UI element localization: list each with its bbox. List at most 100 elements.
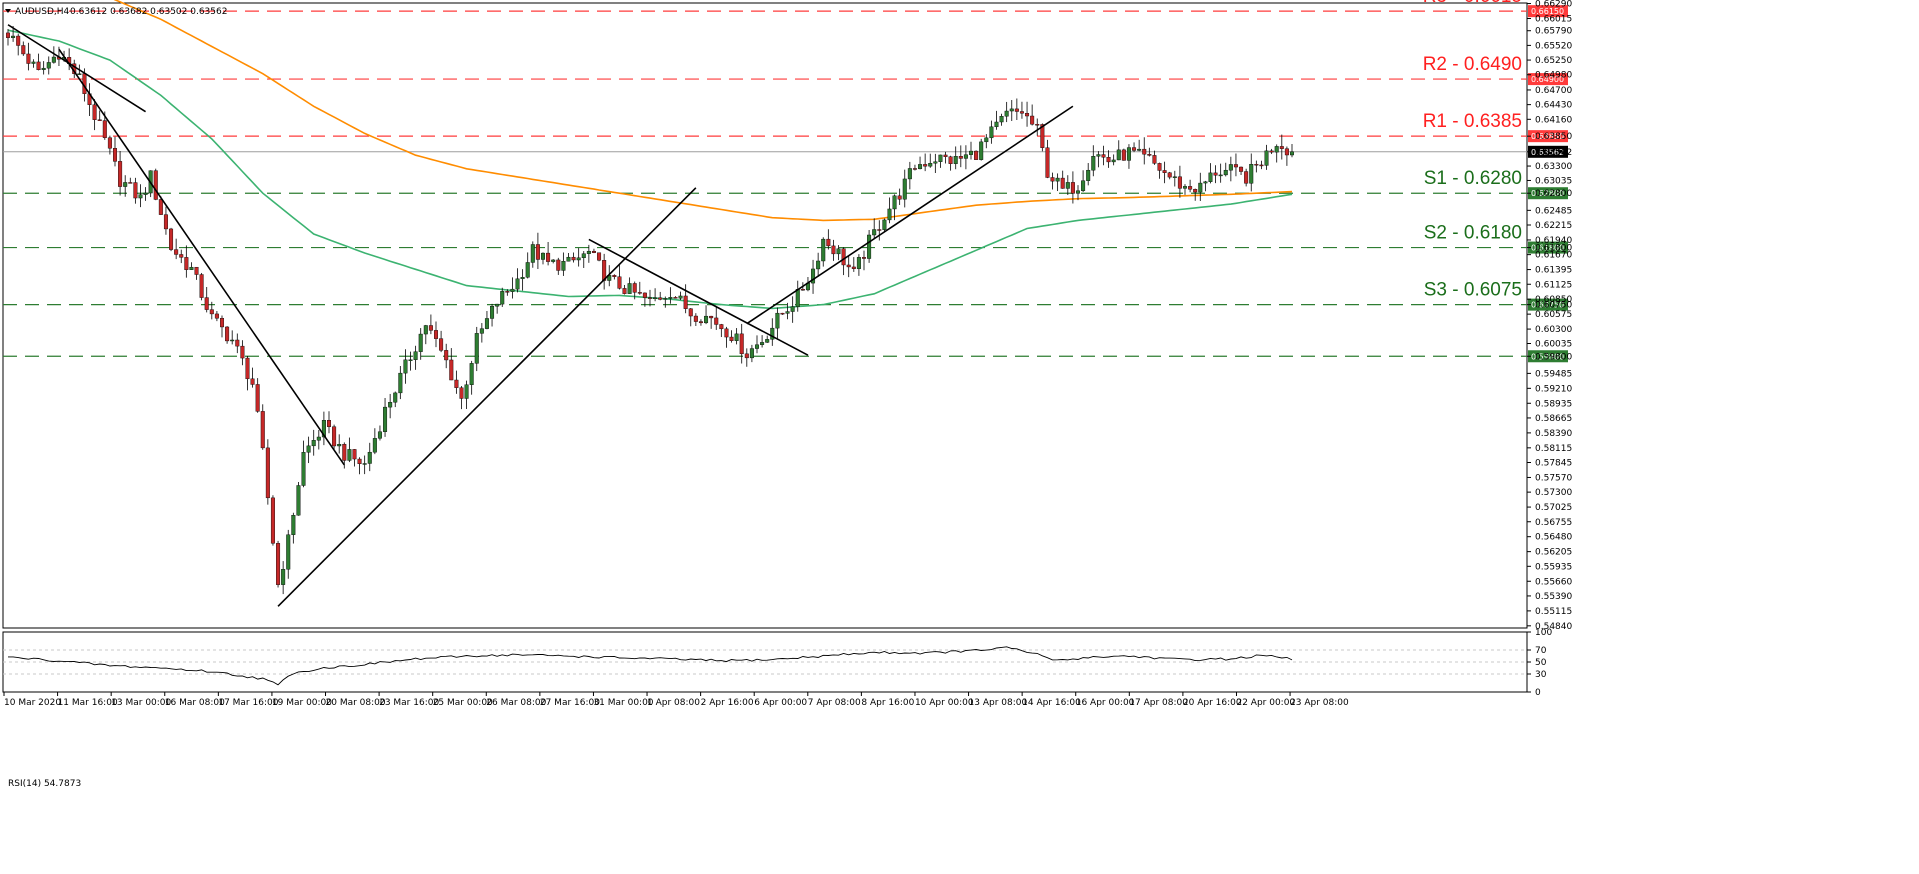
trendline	[7, 24, 146, 113]
candle-body	[765, 339, 770, 343]
candle-body	[403, 359, 408, 374]
trendline	[746, 105, 1074, 325]
level-price-tag-label: 0.63850	[1531, 132, 1564, 141]
candle-body	[311, 440, 316, 447]
level-price-tag	[1528, 5, 1568, 18]
level-price-tag-label: 0.62800	[1531, 189, 1564, 198]
candle-body	[1162, 170, 1167, 173]
candle-body	[357, 458, 362, 464]
candle-body	[907, 168, 912, 180]
price-tick-label: 0.56480	[1535, 533, 1572, 543]
candle-body	[704, 315, 709, 324]
candle-body	[51, 56, 56, 63]
candle-body	[16, 35, 21, 46]
candle-body	[653, 297, 658, 299]
candle-body	[352, 449, 357, 460]
candle-body	[97, 119, 102, 121]
candle-body	[953, 156, 958, 164]
candle-body	[709, 315, 714, 319]
price-tick-label: 0.59210	[1535, 384, 1572, 394]
candle-body	[923, 164, 928, 167]
candle-body	[332, 426, 337, 447]
price-tick-label: 0.64700	[1535, 86, 1572, 96]
candle-body	[541, 252, 546, 260]
time-tick-label: 11 Mar 16:00	[58, 698, 118, 708]
time-tick-label: 13 Mar 00:00	[111, 698, 171, 708]
trendlines-layer	[7, 24, 1074, 607]
candle-body	[5, 32, 10, 38]
candle-body	[1009, 108, 1014, 112]
candle-body	[928, 162, 933, 167]
time-tick-label: 22 Apr 00:00	[1236, 698, 1295, 708]
candle-body	[1126, 147, 1131, 161]
candle-body	[744, 353, 749, 359]
candle-body	[591, 250, 596, 253]
level-price-tag-label: 0.66150	[1531, 7, 1564, 16]
candle-body	[958, 156, 963, 159]
candle-body	[474, 333, 479, 364]
candle-body	[1172, 176, 1177, 178]
time-tick-label: 14 Apr 16:00	[1022, 698, 1081, 708]
price-tick-label: 0.64980	[1535, 71, 1572, 81]
level-price-tag	[1528, 350, 1568, 363]
candle-body	[535, 244, 540, 260]
candle-body	[1147, 154, 1152, 156]
candle-body	[775, 312, 780, 329]
candle-body	[362, 463, 367, 465]
price-tick-label: 0.57025	[1535, 503, 1572, 513]
level-price-tag	[1528, 298, 1568, 311]
candle-body	[21, 45, 26, 55]
candle-body	[1106, 157, 1111, 163]
rsi-tick-label: 0	[1535, 688, 1541, 698]
candle-body	[994, 121, 999, 128]
candle-body	[846, 264, 851, 268]
price-tick-label: 0.58115	[1535, 444, 1572, 454]
level-label: S1 - 0.6280	[1424, 168, 1522, 189]
candle-body	[112, 148, 117, 162]
candle-body	[627, 283, 632, 294]
candle-body	[444, 350, 449, 361]
candle-body	[729, 336, 734, 341]
level-label: R2 - 0.6490	[1423, 54, 1522, 75]
candle-body	[434, 330, 439, 339]
price-tick-label: 0.60575	[1535, 310, 1572, 320]
candle-body	[1269, 150, 1274, 153]
candle-body	[811, 268, 816, 284]
candle-body	[1075, 190, 1080, 194]
candle-body	[1096, 154, 1101, 157]
candle-body	[969, 150, 974, 155]
time-tick-label: 10 Apr 00:00	[915, 698, 974, 708]
price-tick-label: 0.58935	[1535, 399, 1572, 409]
candle-body	[118, 161, 123, 187]
candle-body	[1284, 148, 1289, 156]
candle-body	[1289, 151, 1294, 156]
candle-body	[1050, 177, 1055, 182]
price-tick-label: 0.56205	[1535, 548, 1572, 558]
level-label: R3 - 0.6615	[1423, 0, 1522, 7]
candle-body	[566, 256, 571, 262]
price-tick-label: 0.61800	[1535, 244, 1572, 254]
time-tick-label: 16 Apr 00:00	[1076, 698, 1135, 708]
candle-body	[984, 137, 989, 143]
candle-body	[230, 339, 235, 342]
candle-body	[770, 327, 775, 340]
candle-body	[286, 534, 291, 570]
price-tick-label: 0.61940	[1535, 236, 1572, 246]
candle-body	[179, 254, 184, 258]
candle-body	[546, 252, 551, 262]
time-tick-label: 2 Apr 16:00	[701, 698, 754, 708]
candle-body	[678, 295, 683, 299]
chart-header: AUDUSD,H4 0.63612 0.63682 0.63502 0.6356…	[5, 7, 227, 789]
candle-body	[637, 292, 642, 294]
candle-body	[556, 259, 561, 271]
time-tick-label: 23 Apr 08:00	[1290, 698, 1349, 708]
time-tick-label: 19 Mar 00:00	[272, 698, 332, 708]
candle-body	[795, 289, 800, 307]
candle-body	[1249, 163, 1254, 184]
price-tick-label: 0.61670	[1535, 251, 1572, 261]
candle-body	[1065, 182, 1070, 189]
candle-body	[107, 137, 112, 149]
candle-body	[622, 288, 627, 294]
dropdown-triangle-icon[interactable]	[5, 9, 11, 13]
